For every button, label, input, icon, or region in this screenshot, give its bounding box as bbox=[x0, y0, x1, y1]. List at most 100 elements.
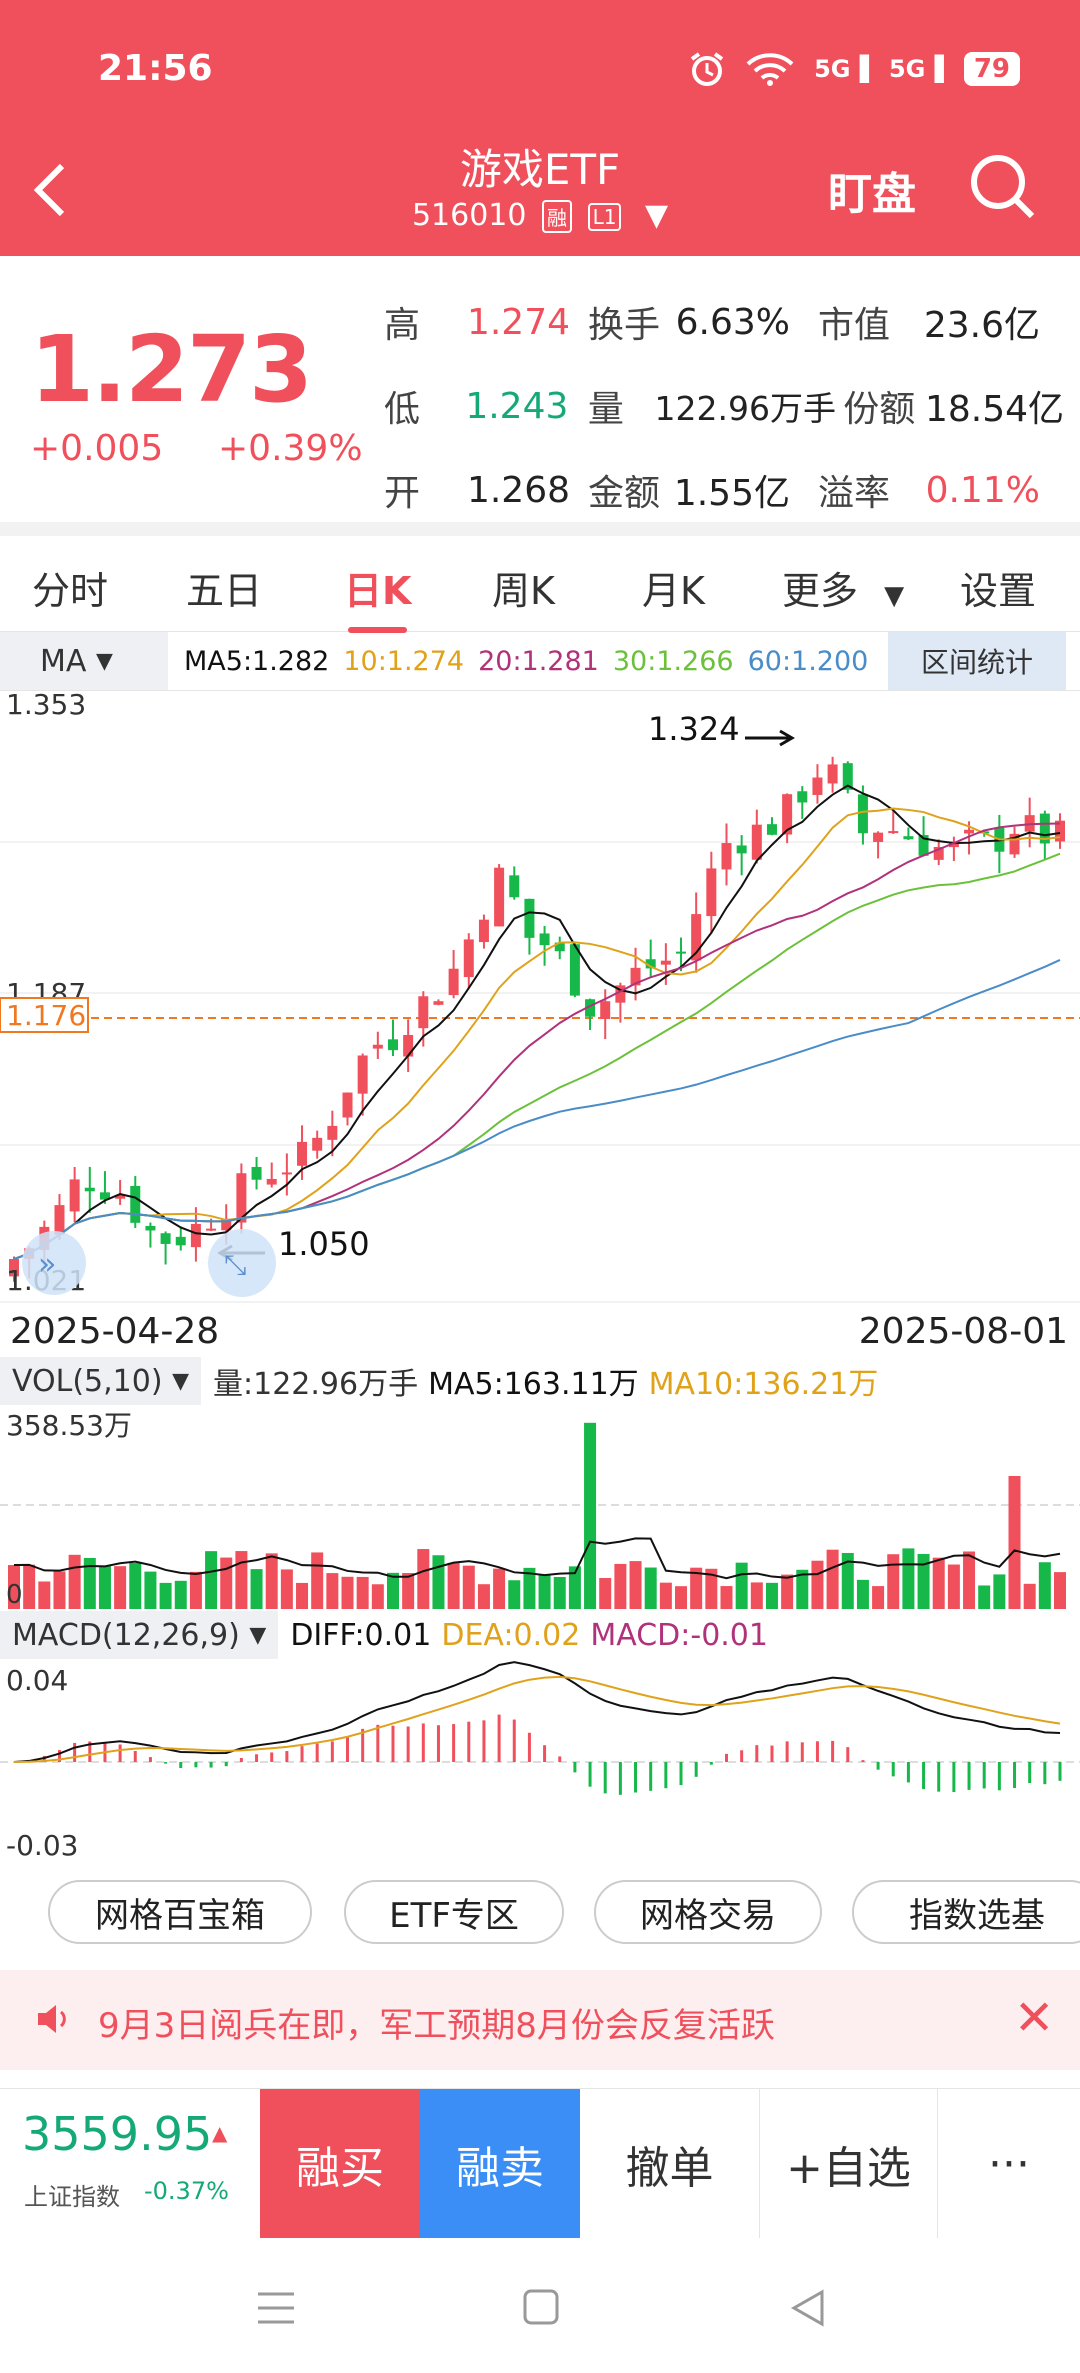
index-fund-button[interactable]: 指数选基 bbox=[852, 1880, 1080, 1944]
vol-selector[interactable]: VOL(5,10) ▼ bbox=[0, 1357, 201, 1405]
turnover-value: 6.63% bbox=[675, 301, 790, 343]
scroll-left-button[interactable] bbox=[22, 1231, 86, 1295]
volume-bar bbox=[614, 1563, 627, 1609]
candle bbox=[266, 1178, 277, 1185]
candle bbox=[160, 1233, 171, 1244]
search-icon[interactable] bbox=[966, 150, 1038, 222]
home-icon[interactable] bbox=[522, 2288, 560, 2326]
volume-bar bbox=[508, 1580, 521, 1609]
back-arrow-icon[interactable] bbox=[30, 160, 70, 220]
menu-icon[interactable] bbox=[256, 2290, 296, 2326]
candle bbox=[857, 794, 868, 834]
wifi-icon bbox=[746, 53, 794, 86]
volume-bar bbox=[447, 1562, 460, 1609]
signal-icon-2: 5G▐ bbox=[888, 55, 944, 83]
candle bbox=[54, 1205, 65, 1235]
notice-banner[interactable]: 9月3日阅兵在即，军工预期8月份会反复活跃 ✕ bbox=[0, 1970, 1080, 2070]
macd-legend-bar: MACD(12,26,9) ▼ DIFF:0.01 DEA:0.02 MACD:… bbox=[0, 1609, 1080, 1661]
add-watchlist-button[interactable]: +自选 bbox=[760, 2089, 938, 2239]
tab-daily-k[interactable]: 日K bbox=[344, 560, 411, 633]
candle bbox=[372, 1044, 383, 1049]
grid-trading-button[interactable]: 网格交易 bbox=[594, 1880, 822, 1944]
volume-bar bbox=[174, 1580, 187, 1609]
range-stats-button[interactable]: 区间统计 bbox=[888, 632, 1066, 690]
margin-buy-button[interactable]: 融买 bbox=[260, 2089, 420, 2239]
candle bbox=[115, 1194, 126, 1199]
candle bbox=[221, 1219, 232, 1231]
candle bbox=[206, 1228, 217, 1231]
battery-icon: 79 bbox=[963, 52, 1020, 86]
volume-bar bbox=[538, 1574, 551, 1609]
volume-bar bbox=[629, 1561, 642, 1609]
index-pct: -0.37% bbox=[144, 2177, 229, 2205]
macd-chart[interactable]: 0.04 -0.03 bbox=[0, 1661, 1080, 1860]
ma60-line bbox=[13, 959, 1061, 1260]
ma-selector[interactable]: MA ▼ bbox=[0, 632, 168, 690]
tab-five-day[interactable]: 五日 bbox=[186, 569, 263, 613]
double-chevron-icon: » bbox=[38, 1247, 56, 1282]
volume-bar bbox=[1023, 1583, 1036, 1609]
volume-bar bbox=[144, 1571, 157, 1609]
kline-chart[interactable]: 1.353 1.187 1.176 1.021 1.324 1.050 » ⤡ bbox=[0, 690, 1080, 1303]
zoom-button[interactable] bbox=[208, 1229, 276, 1297]
status-bar: 21:56 5G▐ 5G▐ 79 bbox=[0, 0, 1080, 120]
etf-zone-button[interactable]: ETF专区 bbox=[344, 1880, 564, 1944]
macd-selector[interactable]: MACD(12,26,9) ▼ bbox=[0, 1611, 279, 1659]
volume-bar bbox=[584, 1422, 597, 1609]
close-icon[interactable]: ✕ bbox=[1014, 1990, 1055, 2046]
tab-intraday[interactable]: 分时 bbox=[32, 569, 109, 613]
candle bbox=[251, 1166, 262, 1180]
tab-weekly-k[interactable]: 周K bbox=[492, 569, 555, 613]
volume-bar bbox=[765, 1582, 778, 1609]
vol-ma5: MA5:163.11万 bbox=[428, 1367, 639, 1402]
page-title: 游戏ETF bbox=[459, 145, 621, 194]
volume-bar bbox=[311, 1552, 324, 1609]
tab-settings[interactable]: 设置 bbox=[960, 569, 1037, 613]
date-end: 2025-08-01 bbox=[858, 1311, 1068, 1352]
volume-bar bbox=[1008, 1476, 1021, 1609]
candle bbox=[797, 791, 808, 803]
cancel-order-button[interactable]: 撤单 bbox=[580, 2089, 760, 2239]
volume-bar bbox=[796, 1569, 809, 1609]
quote-panel: 1.273 +0.005 +0.39% 高 1.274 换手 6.63% 市值 … bbox=[0, 256, 1080, 522]
open-label: 开 bbox=[384, 473, 421, 514]
volume-bar bbox=[993, 1574, 1006, 1609]
tab-more[interactable]: 更多 ▼ bbox=[782, 569, 905, 613]
volume-bar bbox=[841, 1552, 854, 1609]
candle bbox=[888, 831, 899, 834]
nav-bar: 游戏ETF 516010 融 L1 ▼ 盯盘 bbox=[0, 120, 1080, 256]
macd-value: MACD:-0.01 bbox=[590, 1617, 768, 1653]
mcap-label: 市值 bbox=[817, 305, 890, 346]
ma-legend-bar: MA ▼ MA5:1.282 10:1.274 20:1.281 30:1.26… bbox=[0, 632, 1080, 690]
ma20-line bbox=[13, 822, 1061, 1260]
volume-bar bbox=[887, 1554, 900, 1609]
period-tabs: 分时 五日 日K 周K 月K 更多 ▼ 设置 bbox=[0, 536, 1080, 633]
candle bbox=[751, 824, 762, 860]
grid-toolbox-button[interactable]: 网格百宝箱 bbox=[48, 1880, 312, 1944]
divider bbox=[0, 522, 1080, 536]
chevron-down-icon: ▼ bbox=[95, 648, 113, 674]
back-icon[interactable] bbox=[788, 2288, 826, 2328]
high-arrow-icon bbox=[745, 729, 795, 747]
candle bbox=[433, 1001, 444, 1005]
volume-bar bbox=[675, 1586, 688, 1609]
index-value: 3559.95 bbox=[22, 2107, 213, 2161]
volume-chart[interactable]: 358.53万 0 bbox=[0, 1407, 1080, 1609]
volume-axis-zero: 0 bbox=[6, 1580, 23, 1609]
candle bbox=[524, 898, 535, 938]
candle bbox=[494, 867, 505, 927]
premium-label: 溢率 bbox=[817, 473, 890, 514]
volume-bar bbox=[523, 1567, 536, 1609]
tab-monthly-k[interactable]: 月K bbox=[642, 569, 705, 613]
margin-sell-button[interactable]: 融卖 bbox=[420, 2089, 580, 2239]
ma60-value: 60:1.200 bbox=[747, 645, 869, 677]
vol-amount: 量:122.96万手 bbox=[213, 1367, 419, 1402]
candle bbox=[1009, 833, 1020, 855]
resize-icon: ⤡ bbox=[224, 1248, 246, 1281]
stock-code-row[interactable]: 516010 融 L1 ▼ bbox=[0, 198, 1080, 233]
price-change: +0.005 bbox=[30, 428, 164, 469]
volume-bar bbox=[644, 1567, 657, 1609]
signal-icon: 5G▐ bbox=[814, 55, 869, 83]
more-button[interactable]: ··· bbox=[988, 2138, 1030, 2190]
watch-button[interactable]: 盯盘 bbox=[828, 169, 916, 220]
